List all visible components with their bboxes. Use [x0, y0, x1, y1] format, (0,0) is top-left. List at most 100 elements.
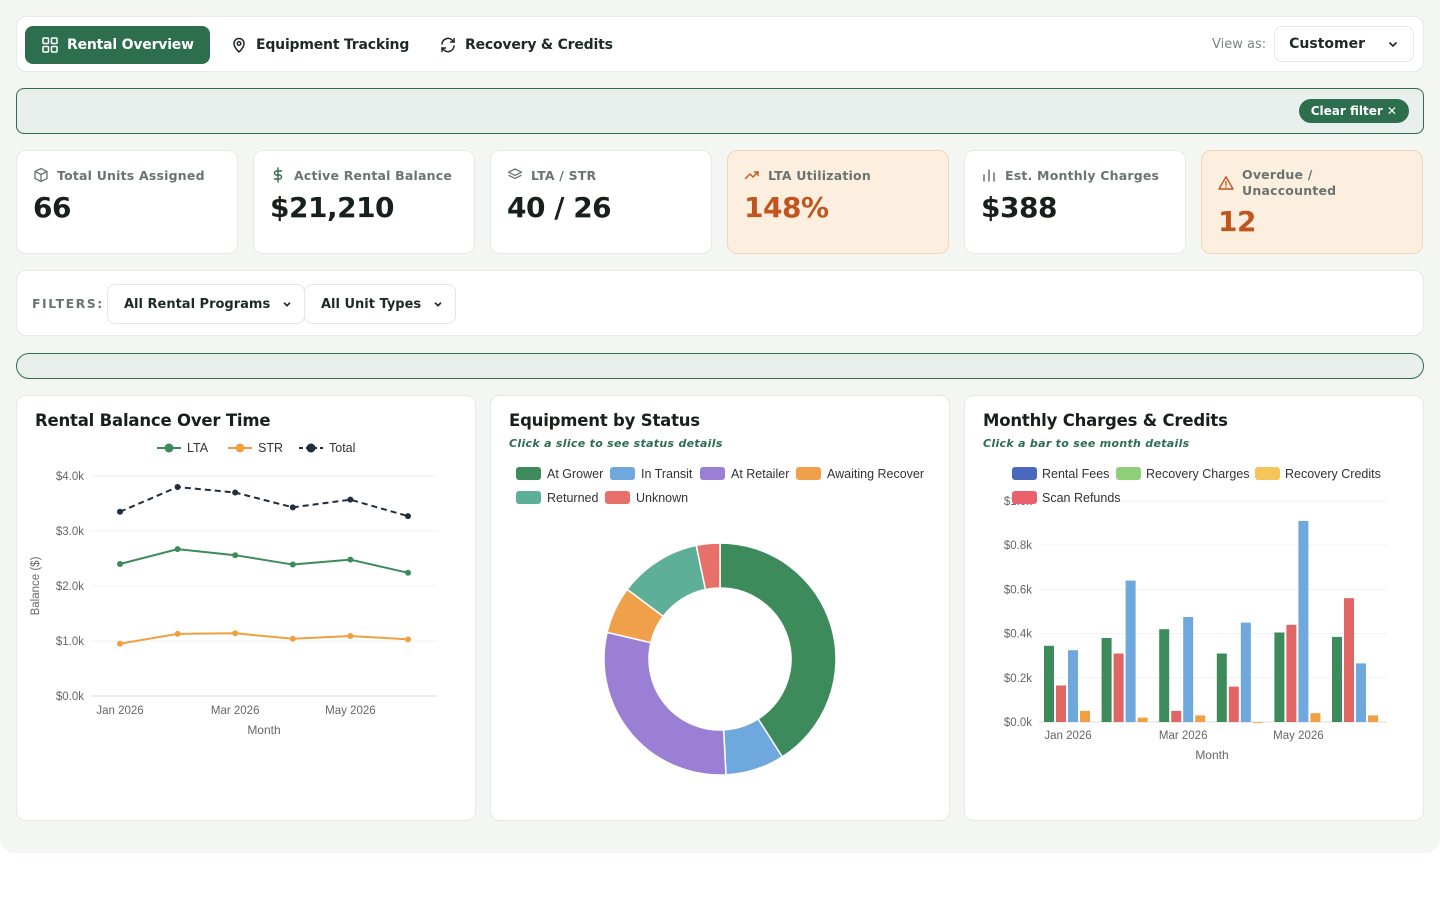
y-tick-label: $0.0k [1004, 717, 1032, 729]
bar-recovery-charges[interactable] [1056, 685, 1066, 723]
legend-label[interactable]: Rental Fees [1042, 467, 1109, 481]
panel-title: Equipment by Status [509, 411, 700, 430]
data-point[interactable] [117, 508, 123, 515]
bar-rental-fees[interactable] [1216, 653, 1227, 723]
view-as-value: Customer [1289, 36, 1365, 52]
stat-label-row: LTA / STR [507, 167, 596, 183]
legend-label[interactable]: Awaiting Recover [827, 467, 924, 481]
bar-scan-refunds[interactable] [1195, 715, 1206, 722]
bar-recovery-credits[interactable] [1068, 650, 1078, 722]
bar-scan-refunds[interactable] [1137, 717, 1148, 722]
legend-swatch [1255, 467, 1280, 480]
clear-filter-button[interactable]: Clear filter ✕ [1298, 99, 1409, 123]
bar-recovery-charges[interactable] [1228, 686, 1239, 722]
legend-marker [306, 443, 316, 453]
data-point[interactable] [347, 556, 354, 563]
bar-scan-refunds[interactable] [1080, 710, 1090, 722]
data-point[interactable] [174, 546, 181, 553]
bar-rental-fees[interactable] [1332, 636, 1342, 722]
legend-label[interactable]: At Grower [547, 467, 603, 481]
data-point[interactable] [289, 635, 296, 642]
view-as-select[interactable]: Customer [1274, 26, 1414, 62]
data-point[interactable] [232, 552, 239, 559]
legend-swatch [1116, 467, 1141, 480]
legend-label[interactable]: Recovery Charges [1146, 467, 1250, 481]
panel-equipment-status: Equipment by Status Click a slice to see… [490, 395, 950, 821]
unit-type-select[interactable]: All Unit Types [304, 284, 457, 324]
y-axis-label: Balance ($) [30, 556, 42, 615]
rental-program-value: All Rental Programs [124, 296, 271, 312]
series-line-str[interactable] [119, 632, 409, 645]
legend-label[interactable]: Scan Refunds [1042, 491, 1121, 505]
legend-marker [235, 443, 245, 453]
bar-chart-icon [983, 169, 995, 182]
stat-label-row: Total Units Assigned [33, 167, 205, 183]
bar-recovery-credits[interactable] [1125, 580, 1136, 722]
legend-label[interactable]: Recovery Credits [1285, 467, 1381, 481]
data-point[interactable] [117, 561, 123, 567]
bar-scan-refunds[interactable] [1310, 713, 1321, 722]
stat-card-overdue-unaccounted: Overdue / Unaccounted 12 [1201, 150, 1423, 254]
tab-equipment-tracking[interactable]: Equipment Tracking [214, 26, 425, 64]
data-point[interactable] [117, 640, 123, 647]
legend-label[interactable]: Unknown [636, 491, 688, 505]
bar-recovery-charges[interactable] [1286, 624, 1297, 722]
data-point[interactable] [405, 569, 411, 576]
legend-label[interactable]: Total [329, 441, 355, 455]
data-point[interactable] [174, 630, 181, 637]
data-point[interactable] [289, 561, 296, 568]
legend-label[interactable]: Returned [547, 491, 598, 505]
data-point[interactable] [174, 484, 181, 490]
data-point[interactable] [232, 630, 239, 637]
bar-recovery-credits[interactable] [1183, 617, 1194, 722]
legend-label[interactable]: STR [258, 441, 283, 455]
bar-rental-fees[interactable] [1274, 632, 1285, 723]
series-line-total[interactable] [119, 485, 409, 518]
stat-label: LTA Utilization [768, 167, 871, 183]
series-line-lta[interactable] [119, 548, 409, 574]
bar-recovery-credits[interactable] [1240, 622, 1251, 723]
panel-title: Rental Balance Over Time [35, 411, 271, 430]
bar-rental-fees[interactable] [1044, 645, 1054, 722]
data-point[interactable] [405, 636, 411, 643]
view-as-label: View as: [1212, 36, 1267, 52]
tab-recovery-credits[interactable]: Recovery & Credits [423, 26, 629, 64]
donut-slice-unknown[interactable] [695, 542, 721, 591]
legend-label[interactable]: At Retailer [731, 467, 789, 481]
stat-label: Overdue / Unaccounted [1242, 167, 1337, 198]
stat-value: 148% [744, 191, 829, 224]
stat-card-lta-str: LTA / STR 40 / 26 [490, 150, 712, 254]
rental-program-select[interactable]: All Rental Programs [107, 284, 306, 324]
chevron-down-icon [1388, 41, 1398, 48]
data-point[interactable] [347, 633, 354, 640]
bar-recovery-charges[interactable] [1344, 598, 1354, 722]
bar-rental-fees[interactable] [1159, 629, 1170, 722]
tab-rental-overview[interactable]: Rental Overview [25, 26, 210, 64]
bar-rental-fees[interactable] [1101, 638, 1112, 722]
bar-recovery-credits[interactable] [1356, 663, 1366, 722]
bar-recovery-charges[interactable] [1171, 710, 1182, 722]
legend-label[interactable]: In Transit [641, 467, 693, 481]
bar-recovery-charges[interactable] [1113, 653, 1124, 723]
stat-value: 40 / 26 [507, 191, 612, 224]
bar-recovery-credits[interactable] [1298, 520, 1309, 722]
filters-bar: FILTERS: All Rental Programs All Unit Ty… [16, 270, 1424, 336]
stat-value: $21,210 [270, 191, 395, 224]
legend-swatch [1012, 491, 1037, 504]
data-point[interactable] [347, 496, 354, 503]
donut-slice-at-grower[interactable] [719, 542, 837, 758]
legend-label[interactable]: LTA [187, 441, 209, 455]
donut-slice-at-retailer[interactable] [603, 631, 727, 776]
panel-subtitle: Click a bar to see month details [983, 437, 1190, 450]
bar-scan-refunds[interactable] [1252, 722, 1263, 723]
progress-bar [16, 353, 1424, 379]
x-tick-label: Mar 2026 [1159, 730, 1208, 742]
data-point[interactable] [289, 504, 296, 511]
bar-scan-refunds[interactable] [1368, 715, 1378, 722]
data-point[interactable] [232, 489, 239, 496]
y-tick-label: $0.4k [1004, 629, 1032, 641]
donut-chart[interactable]: At Grower In Transit At Retailer Awaiting R… [491, 396, 951, 822]
line-chart[interactable]: $0.0k $1.0k $2.0k $3.0k $4.0k Jan 2026 Mar 202… [17, 396, 477, 822]
data-point[interactable] [405, 513, 411, 520]
